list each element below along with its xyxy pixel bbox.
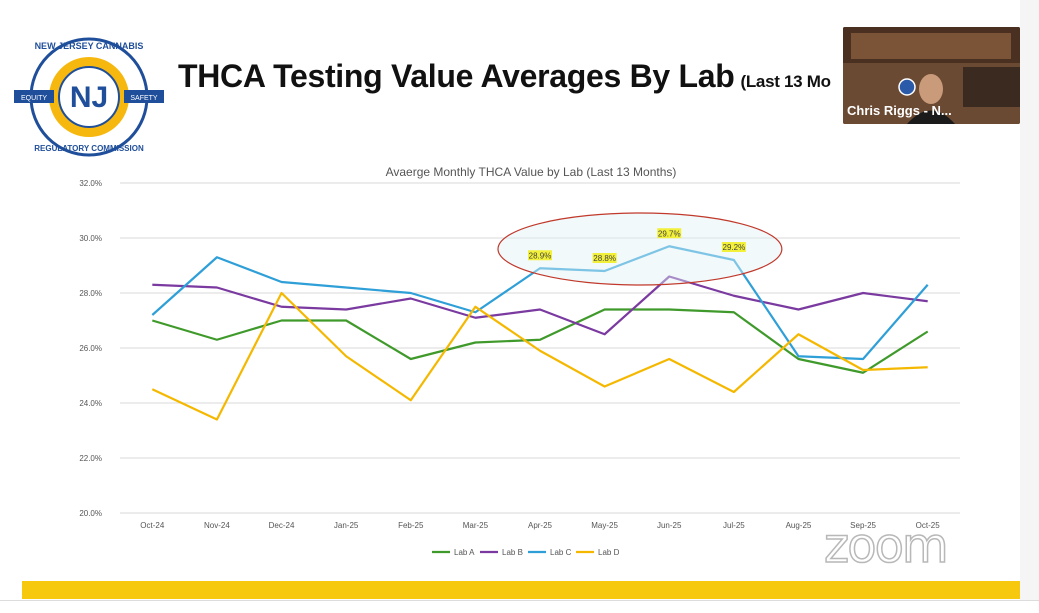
data-label: 29.2% — [723, 243, 746, 252]
webcam-tile[interactable]: Chris Riggs - N... — [843, 27, 1020, 124]
x-tick-label: Aug-25 — [786, 521, 812, 530]
y-axis-ticks: 20.0% 22.0% 24.0% 26.0% 28.0% 30.0% 32.0% — [79, 179, 102, 518]
x-tick-label: Nov-24 — [204, 521, 230, 530]
footer-bar — [22, 581, 1020, 599]
x-tick-label: Apr-25 — [528, 521, 553, 530]
x-tick-label: Jan-25 — [334, 521, 359, 530]
slide-title-main: THCA Testing Value Averages By Lab — [178, 58, 735, 94]
x-tick-label: May-25 — [591, 521, 618, 530]
slide-title-suffix: (Last 13 Mo — [740, 72, 831, 91]
webcam-video — [843, 27, 1020, 124]
y-tick-label: 26.0% — [79, 344, 102, 353]
chart-annotations: 28.9% 28.8% 29.7% 29.2% — [497, 212, 783, 286]
participant-name: Chris Riggs - N... — [847, 103, 952, 118]
y-tick-label: 22.0% — [79, 454, 102, 463]
x-tick-label: Oct-24 — [140, 521, 165, 530]
y-tick-label: 32.0% — [79, 179, 102, 188]
legend-label: Lab B — [502, 548, 523, 557]
y-tick-label: 20.0% — [79, 509, 102, 518]
legend-label: Lab A — [454, 548, 475, 557]
x-tick-label: Oct-25 — [916, 521, 941, 530]
slide-title: THCA Testing Value Averages By Lab (Last … — [178, 58, 831, 95]
y-tick-label: 24.0% — [79, 399, 102, 408]
x-tick-label: Mar-25 — [463, 521, 489, 530]
data-label: 28.8% — [593, 254, 616, 263]
line-chart: Avaerge Monthly THCA Value by Lab (Last … — [79, 165, 960, 557]
x-axis-ticks: Oct-24 Nov-24 Dec-24 Jan-25 Feb-25 Mar-25 Apr-… — [140, 521, 940, 530]
highlight-ellipse — [497, 212, 783, 286]
series-line-lab-d — [151, 291, 928, 421]
x-tick-label: Feb-25 — [398, 521, 424, 530]
data-label: 28.9% — [529, 251, 552, 260]
series-line-lab-b — [152, 275, 928, 336]
logo-ribbon-left: EQUITY — [21, 95, 47, 102]
data-label-highlight — [657, 228, 682, 239]
logo-monogram: NJ — [70, 81, 108, 114]
chart-title: Avaerge Monthly THCA Value by Lab (Last … — [386, 165, 677, 179]
chart-series — [151, 245, 929, 421]
data-label-highlight — [592, 253, 617, 263]
data-label-highlight — [721, 242, 746, 252]
bottom-edge — [0, 600, 1039, 613]
series-line-lab-a — [151, 308, 929, 374]
njcrc-logo: NJ EQUITY SAFETY NEW JERSEY CANNABIS REG… — [14, 37, 164, 157]
x-tick-label: Jul-25 — [723, 521, 745, 530]
x-tick-label: Sep-25 — [850, 521, 876, 530]
logo-ribbon-right: SAFETY — [130, 95, 158, 102]
chart-grid — [120, 182, 960, 514]
x-tick-label: Dec-24 — [269, 521, 295, 530]
y-tick-label: 30.0% — [79, 234, 102, 243]
slide: NJ EQUITY SAFETY NEW JERSEY CANNABIS REG… — [14, 27, 1020, 599]
logo-bottom-text: REGULATORY COMMISSION — [34, 144, 144, 153]
y-tick-label: 28.0% — [79, 289, 102, 298]
legend-label: Lab C — [550, 548, 572, 557]
chart-legend: Lab A Lab B Lab C Lab D — [432, 548, 620, 557]
series-line-lab-c — [151, 245, 929, 361]
legend-label: Lab D — [598, 548, 620, 557]
data-label-highlight — [528, 250, 552, 261]
zoom-watermark: zoom — [823, 517, 949, 575]
logo-top-text: NEW JERSEY CANNABIS — [35, 41, 144, 51]
x-tick-label: Jun-25 — [657, 521, 682, 530]
data-label: 29.7% — [658, 229, 681, 238]
window-edge — [1020, 0, 1039, 612]
